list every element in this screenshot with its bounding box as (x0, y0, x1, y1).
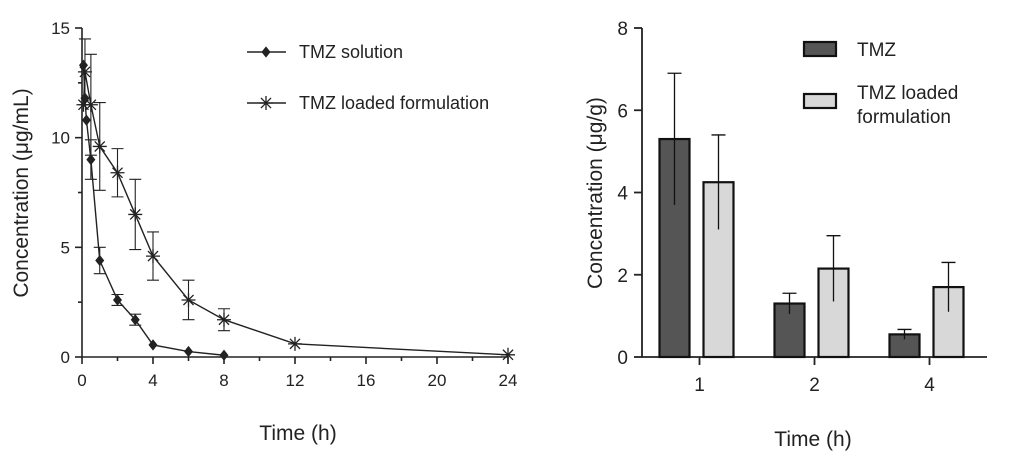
y-tick-label: 2 (617, 266, 628, 287)
data-point (77, 64, 92, 79)
error-bar (782, 292, 797, 314)
y-tick-label: 0 (61, 348, 70, 367)
legend-label-line: formulation (857, 107, 951, 128)
error-bar (711, 134, 726, 230)
data-point (128, 207, 143, 222)
data-point (219, 349, 229, 361)
x-tick-label: 4 (148, 371, 157, 390)
bar-chart-y-axis-label: Concentration (μg/g) (584, 97, 607, 289)
data-point (110, 165, 125, 180)
bar-chart-axes: 0 2 4 6 8 1 2 4 (617, 19, 987, 396)
data-point (288, 336, 302, 351)
x-tick-label: 4 (924, 375, 935, 396)
legend-label: TMZ loaded formulation (857, 83, 958, 128)
legend-label: TMZ (857, 40, 896, 61)
legend-label: TMZ solution (299, 42, 403, 62)
data-point (146, 249, 160, 264)
error-bar (897, 328, 912, 340)
y-tick-label: 10 (51, 129, 70, 148)
y-tick-label: 4 (617, 184, 628, 205)
data-point (83, 97, 98, 112)
data-point (112, 294, 123, 306)
error-bar (826, 235, 841, 302)
series-line (82, 71, 509, 356)
y-tick-label: 0 (617, 348, 628, 369)
line-chart-legend: TMZ solution TMZ loaded formulation (247, 42, 489, 113)
line-chart-series (76, 38, 515, 362)
line-chart-y-axis-label: Concentration (μg/mL) (10, 88, 33, 297)
data-point (78, 59, 88, 71)
error-bar (941, 261, 956, 312)
legend-swatch (802, 92, 838, 110)
legend-label-line: TMZ loaded (857, 83, 958, 104)
bar-chart-x-axis-label: Time (h) (774, 428, 851, 451)
data-point (148, 339, 158, 351)
y-tick-label: 8 (617, 19, 628, 40)
x-tick-label: 12 (286, 371, 305, 390)
data-point (501, 347, 515, 362)
line-chart-axes: 0 4 8 12 16 20 24 0 5 10 15 (51, 19, 517, 390)
data-point (92, 139, 107, 154)
x-tick-label: 16 (357, 371, 376, 390)
series-2 (76, 38, 515, 362)
x-tick-label: 2 (809, 375, 820, 396)
series-1 (78, 59, 229, 361)
line-chart-x-axis-label: Time (h) (259, 422, 336, 445)
bar-chart-bars (658, 72, 965, 359)
bar-chart-legend: TMZ TMZ loaded formulation (802, 40, 958, 128)
x-tick-label: 8 (219, 371, 228, 390)
data-point (130, 314, 140, 326)
line-chart: 0 4 8 12 16 20 24 0 5 10 15 TMZ solution TMZ loaded… (10, 19, 517, 445)
y-tick-label: 6 (617, 101, 628, 122)
data-point (183, 345, 194, 358)
legend-marker (261, 46, 271, 58)
data-point (181, 292, 196, 307)
data-point (86, 153, 96, 166)
data-point (95, 254, 105, 267)
y-tick-label: 15 (51, 19, 70, 38)
x-tick-label: 0 (77, 371, 86, 390)
y-tick-label: 5 (61, 238, 70, 257)
legend-marker (259, 96, 273, 110)
x-tick-label: 24 (499, 371, 518, 390)
data-point (81, 114, 91, 126)
data-point (217, 312, 231, 327)
legend-label-line: TMZ (857, 40, 896, 61)
series-line (82, 65, 225, 356)
legend-label: TMZ loaded formulation (299, 93, 489, 113)
legend-swatch (802, 40, 838, 58)
bar-chart: 0 2 4 6 8 1 2 4 TMZ TMZ loaded formulation Time (… (584, 19, 987, 451)
x-tick-label: 1 (694, 375, 705, 396)
error-bar (667, 72, 682, 205)
x-tick-label: 20 (428, 371, 447, 390)
data-point (76, 97, 91, 112)
